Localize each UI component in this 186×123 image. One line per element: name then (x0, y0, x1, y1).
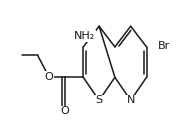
Text: NH₂: NH₂ (74, 31, 95, 41)
Text: N: N (126, 95, 135, 105)
Text: Br: Br (158, 41, 170, 51)
Text: O: O (61, 107, 69, 116)
Text: O: O (45, 72, 54, 82)
Text: S: S (96, 95, 103, 105)
